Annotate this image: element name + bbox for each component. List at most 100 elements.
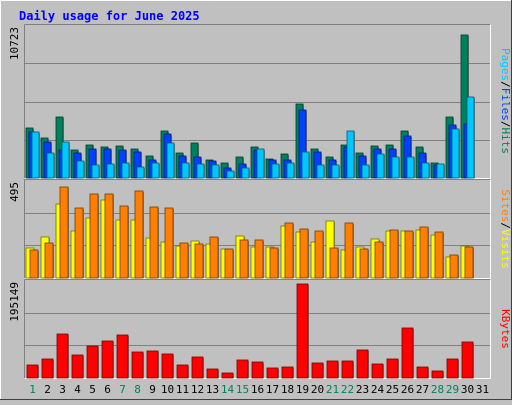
x-tick-label-day-3: 3 xyxy=(59,383,66,396)
bar-sites-day-1 xyxy=(29,249,39,279)
bar-sites-day-2 xyxy=(44,242,54,279)
bar-kbytes-day-17 xyxy=(266,367,279,379)
x-tick-label-day-23: 23 xyxy=(356,383,369,396)
bar-pages-day-28 xyxy=(436,163,445,179)
x-tick-label-day-25: 25 xyxy=(386,383,399,396)
bar-sites-day-27 xyxy=(419,226,429,279)
bar-sites-day-12 xyxy=(194,243,204,279)
bar-sites-day-23 xyxy=(359,248,369,279)
bar-kbytes-day-20 xyxy=(311,362,324,379)
ylabel-pages: Pages xyxy=(499,48,512,81)
bar-pages-day-4 xyxy=(76,160,85,179)
bar-kbytes-day-23 xyxy=(356,349,369,379)
bar-pages-day-2 xyxy=(46,152,55,179)
bar-pages-day-26 xyxy=(406,156,415,179)
bar-sites-day-21 xyxy=(329,247,339,279)
bar-sites-day-26 xyxy=(404,230,414,279)
x-tick-label-day-20: 20 xyxy=(311,383,324,396)
bar-pages-day-25 xyxy=(391,156,400,179)
bar-sites-day-5 xyxy=(89,193,99,279)
bar-pages-day-15 xyxy=(241,167,250,179)
bar-sites-day-15 xyxy=(239,239,249,279)
bar-pages-day-10 xyxy=(166,142,175,179)
bar-kbytes-day-2 xyxy=(41,358,54,379)
bar-pages-day-18 xyxy=(286,162,295,179)
x-tick-label-day-26: 26 xyxy=(401,383,414,396)
bar-pages-day-5 xyxy=(91,164,100,179)
x-tick-label-day-31: 31 xyxy=(476,383,489,396)
bar-pages-day-16 xyxy=(256,148,265,179)
bar-kbytes-day-25 xyxy=(386,358,399,379)
ylabel-files: Files xyxy=(499,88,512,121)
bar-kbytes-day-24 xyxy=(371,363,384,379)
x-tick-label-day-6: 6 xyxy=(104,383,111,396)
bar-kbytes-day-11 xyxy=(176,364,189,379)
bar-pages-day-29 xyxy=(451,128,460,179)
bar-pages-day-13 xyxy=(211,164,220,179)
ylabel-separator: / xyxy=(499,222,512,229)
bar-sites-day-18 xyxy=(284,222,294,279)
bar-pages-day-30 xyxy=(466,96,475,179)
bar-kbytes-day-8 xyxy=(131,351,144,379)
bar-pages-day-22 xyxy=(346,130,355,179)
bar-kbytes-day-7 xyxy=(116,334,129,379)
bar-kbytes-day-13 xyxy=(206,368,219,379)
bar-pages-day-27 xyxy=(421,162,430,179)
bar-kbytes-day-10 xyxy=(161,353,174,379)
bar-sites-day-19 xyxy=(299,228,309,279)
bar-pages-day-8 xyxy=(136,166,145,179)
x-tick-label-day-24: 24 xyxy=(371,383,385,396)
bar-kbytes-day-5 xyxy=(86,345,99,379)
bar-sites-day-3 xyxy=(59,186,69,279)
bar-sites-day-20 xyxy=(314,230,324,279)
x-tick-label-day-4: 4 xyxy=(74,383,81,396)
ylabel-sites: Sites xyxy=(499,189,512,222)
x-tick-label-day-15: 15 xyxy=(236,383,249,396)
bar-pages-day-11 xyxy=(181,162,190,179)
bar-sites-day-25 xyxy=(389,229,399,279)
x-tick-label-day-28: 28 xyxy=(431,383,444,396)
bar-kbytes-day-26 xyxy=(401,327,414,379)
bar-kbytes-day-9 xyxy=(146,350,159,379)
bar-sites-day-24 xyxy=(374,241,384,279)
chart-title: Daily usage for June 2025 xyxy=(19,9,200,23)
bar-pages-day-14 xyxy=(226,170,235,179)
x-tick-label-day-19: 19 xyxy=(296,383,309,396)
x-tick-label-day-10: 10 xyxy=(161,383,174,396)
panel-1-ylabel: Pages/Files/Hits xyxy=(499,48,512,154)
bar-pages-day-23 xyxy=(361,164,370,179)
bar-kbytes-day-15 xyxy=(236,359,249,379)
x-tick-label-day-22: 22 xyxy=(341,383,354,396)
bar-kbytes-day-28 xyxy=(431,370,444,379)
bar-sites-day-6 xyxy=(104,193,114,279)
bar-sites-day-17 xyxy=(269,247,279,279)
x-tick-label-day-17: 17 xyxy=(266,383,279,396)
bar-kbytes-day-18 xyxy=(281,366,294,379)
x-tick-label-day-2: 2 xyxy=(44,383,51,396)
bar-pages-day-9 xyxy=(151,162,160,179)
x-tick-label-day-8: 8 xyxy=(134,383,141,396)
ylabel-separator: / xyxy=(499,81,512,88)
panel-1-max-label: 10723 xyxy=(8,27,21,60)
x-tick-label-day-27: 27 xyxy=(416,383,429,396)
bar-pages-day-19 xyxy=(301,151,310,179)
x-tick-label-day-12: 12 xyxy=(191,383,204,396)
x-tick-label-day-1: 1 xyxy=(29,383,36,396)
x-tick-label-day-18: 18 xyxy=(281,383,294,396)
x-tick-label-day-16: 16 xyxy=(251,383,264,396)
bar-pages-day-6 xyxy=(106,163,115,179)
ylabel-separator: / xyxy=(499,121,512,128)
bar-kbytes-day-27 xyxy=(416,366,429,379)
bar-pages-day-1 xyxy=(31,131,40,179)
bar-sites-day-7 xyxy=(119,205,129,279)
x-tick-label-day-9: 9 xyxy=(149,383,156,396)
ylabel-kbytes: KBytes xyxy=(499,309,512,349)
bar-kbytes-day-14 xyxy=(221,372,234,379)
x-tick-label-day-29: 29 xyxy=(446,383,459,396)
x-tick-label-day-7: 7 xyxy=(119,383,126,396)
panel-3-max-label: 195149 xyxy=(8,282,21,322)
bar-sites-day-22 xyxy=(344,222,354,279)
bar-pages-day-24 xyxy=(376,153,385,179)
bar-sites-day-13 xyxy=(209,236,219,279)
